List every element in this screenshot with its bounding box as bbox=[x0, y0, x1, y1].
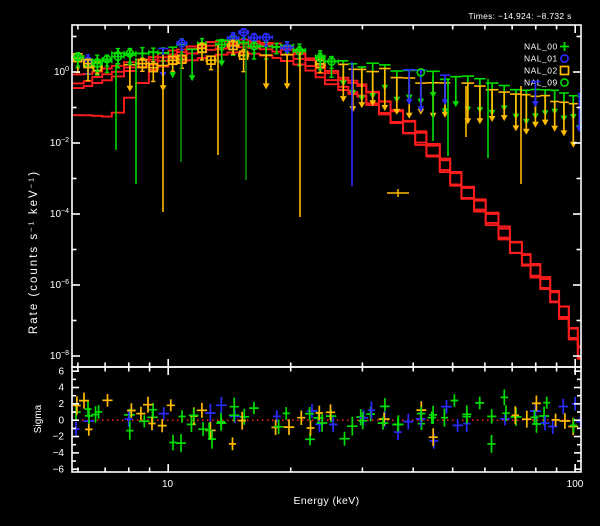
svg-text:−4: −4 bbox=[53, 448, 65, 459]
svg-text:Times: −14.924: −8.732 s: Times: −14.924: −8.732 s bbox=[468, 11, 571, 21]
svg-text:10: 10 bbox=[162, 479, 174, 490]
svg-text:2: 2 bbox=[58, 399, 64, 410]
svg-text:NAL_01: NAL_01 bbox=[524, 54, 558, 64]
svg-text:0: 0 bbox=[58, 415, 64, 426]
svg-text:4: 4 bbox=[58, 383, 64, 394]
svg-text:6: 6 bbox=[58, 366, 64, 377]
svg-text:−2: −2 bbox=[53, 432, 65, 443]
svg-text:Rate (counts s−1 keV−1): Rate (counts s−1 keV−1) bbox=[27, 170, 41, 334]
svg-text:NAL_02: NAL_02 bbox=[524, 66, 558, 76]
svg-text:100: 100 bbox=[567, 479, 584, 490]
svg-text:−6: −6 bbox=[53, 464, 65, 475]
svg-text:NAL_00: NAL_00 bbox=[524, 42, 558, 52]
svg-text:Energy (keV): Energy (keV) bbox=[293, 495, 359, 507]
svg-text:NAL_09: NAL_09 bbox=[524, 78, 558, 88]
svg-text:Sigma: Sigma bbox=[33, 404, 44, 433]
